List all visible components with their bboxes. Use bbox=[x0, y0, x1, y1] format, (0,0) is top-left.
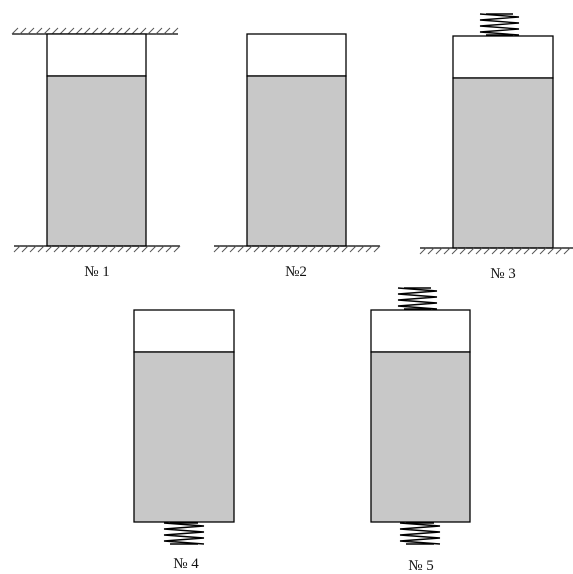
cylinder-filled-section bbox=[370, 351, 471, 523]
top-wall-support bbox=[11, 27, 179, 35]
top-wall-hatch bbox=[11, 27, 179, 35]
figure-label: №2 bbox=[285, 264, 307, 280]
floor-hatch bbox=[419, 247, 571, 255]
figure-2: №2 bbox=[213, 33, 381, 280]
floor-hatch bbox=[213, 245, 381, 253]
cylinder-filled-section bbox=[133, 351, 235, 523]
figure-5: № 5 bbox=[370, 287, 471, 574]
cylinder-top-section bbox=[246, 33, 347, 77]
spring-icon bbox=[163, 522, 205, 545]
spring-icon bbox=[397, 287, 438, 310]
cylinder-filled-section bbox=[452, 77, 554, 249]
floor-support bbox=[213, 245, 381, 253]
figure-label: № 3 bbox=[490, 266, 516, 282]
floor-hatch bbox=[13, 245, 181, 253]
figure-label: № 1 bbox=[84, 264, 110, 280]
figure-3: № 3 bbox=[419, 13, 573, 282]
cylinder-top-section bbox=[370, 309, 471, 353]
floor-support bbox=[13, 245, 181, 253]
floor-support bbox=[419, 247, 573, 255]
cylinder-top-section bbox=[452, 35, 554, 79]
figure-1: № 1 bbox=[11, 27, 181, 280]
figure-4: № 4 bbox=[133, 309, 235, 572]
cylinder-filled-section bbox=[246, 75, 347, 247]
cylinder-top-section bbox=[46, 33, 147, 77]
figure-label: № 5 bbox=[408, 558, 434, 574]
cylinder-filled-section bbox=[46, 75, 147, 247]
spring-icon bbox=[399, 522, 441, 545]
figure-label: № 4 bbox=[173, 556, 199, 572]
spring-icon bbox=[479, 13, 520, 36]
cylinder-top-section bbox=[133, 309, 235, 353]
